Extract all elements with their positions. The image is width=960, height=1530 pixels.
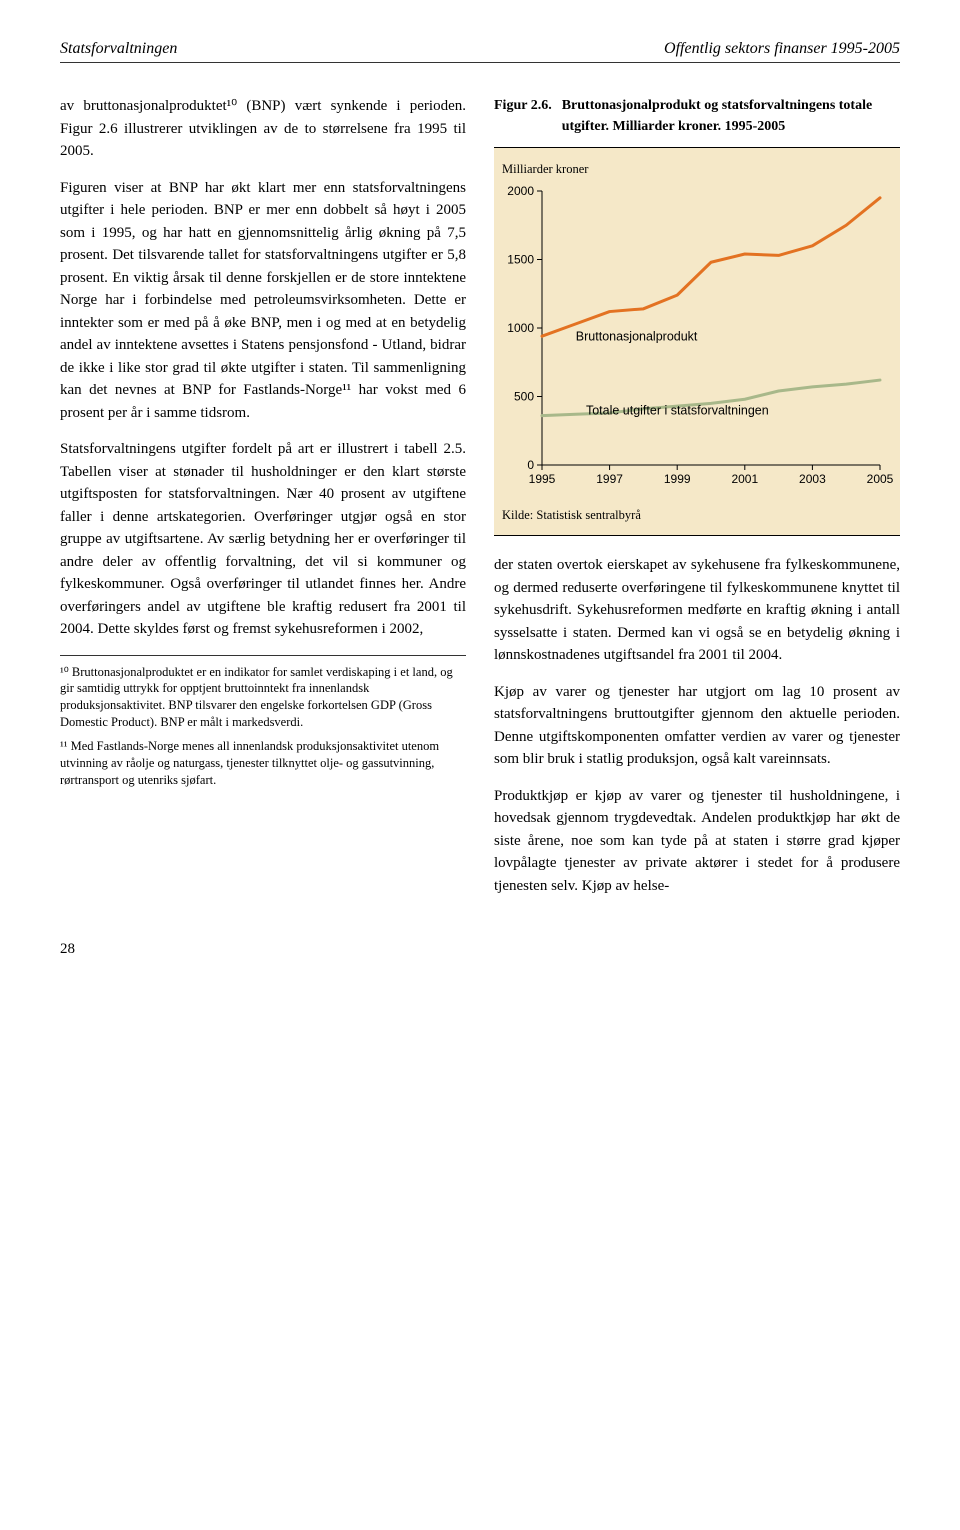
- left-p1: av bruttonasjonalproduktet¹⁰ (BNP) vært …: [60, 95, 466, 163]
- figure-caption: Figur 2.6. Bruttonasjonalprodukt og stat…: [494, 95, 900, 137]
- svg-text:0: 0: [527, 458, 534, 472]
- svg-text:Bruttonasjonalprodukt: Bruttonasjonalprodukt: [576, 329, 698, 343]
- right-p1: der staten overtok eierskapet av sykehus…: [494, 554, 900, 667]
- figure-number: Figur 2.6.: [494, 95, 552, 137]
- right-p2: Kjøp av varer og tjenester har utgjort o…: [494, 681, 900, 771]
- right-column: Figur 2.6. Bruttonasjonalprodukt og stat…: [494, 95, 900, 911]
- svg-text:2000: 2000: [507, 184, 534, 198]
- running-header: Statsforvaltningen Offentlig sektors fin…: [60, 40, 900, 63]
- svg-text:1999: 1999: [664, 472, 691, 486]
- footnote-10: ¹⁰ Bruttonasjonalproduktet er en indikat…: [60, 664, 466, 732]
- svg-text:2005: 2005: [867, 472, 894, 486]
- svg-text:1000: 1000: [507, 321, 534, 335]
- left-p2: Figuren viser at BNP har økt klart mer e…: [60, 177, 466, 425]
- header-left: Statsforvaltningen: [60, 40, 177, 58]
- right-p3: Produktkjøp er kjøp av varer og tjeneste…: [494, 785, 900, 898]
- svg-text:Totale utgifter i statsforvalt: Totale utgifter i statsforvaltningen: [586, 403, 769, 417]
- figure-title: Bruttonasjonalprodukt og statsforvaltnin…: [562, 95, 900, 137]
- footnote-11: ¹¹ Med Fastlands-Norge menes all innenla…: [60, 738, 466, 789]
- svg-text:1995: 1995: [529, 472, 556, 486]
- svg-text:2001: 2001: [731, 472, 758, 486]
- svg-text:2003: 2003: [799, 472, 826, 486]
- chart-ylabel: Milliarder kroner: [494, 160, 900, 179]
- footnotes: ¹⁰ Bruttonasjonalproduktet er en indikat…: [60, 655, 466, 789]
- line-chart: 0 500 1000 1500 2000 1995 1997 1999 2001 2003 2005…: [494, 183, 894, 493]
- chart-source: Kilde: Statistisk sentralbyrå: [494, 506, 900, 525]
- left-p3: Statsforvaltningens utgifter fordelt på …: [60, 438, 466, 641]
- svg-text:1997: 1997: [596, 472, 623, 486]
- svg-text:500: 500: [514, 389, 534, 403]
- header-right: Offentlig sektors finanser 1995-2005: [664, 40, 900, 58]
- left-column: av bruttonasjonalproduktet¹⁰ (BNP) vært …: [60, 95, 466, 911]
- chart-container: Milliarder kroner 0 500 1000 1500 2000 1995 19…: [494, 147, 900, 536]
- svg-text:1500: 1500: [507, 252, 534, 266]
- page-number: 28: [60, 941, 900, 958]
- two-column-layout: av bruttonasjonalproduktet¹⁰ (BNP) vært …: [60, 95, 900, 911]
